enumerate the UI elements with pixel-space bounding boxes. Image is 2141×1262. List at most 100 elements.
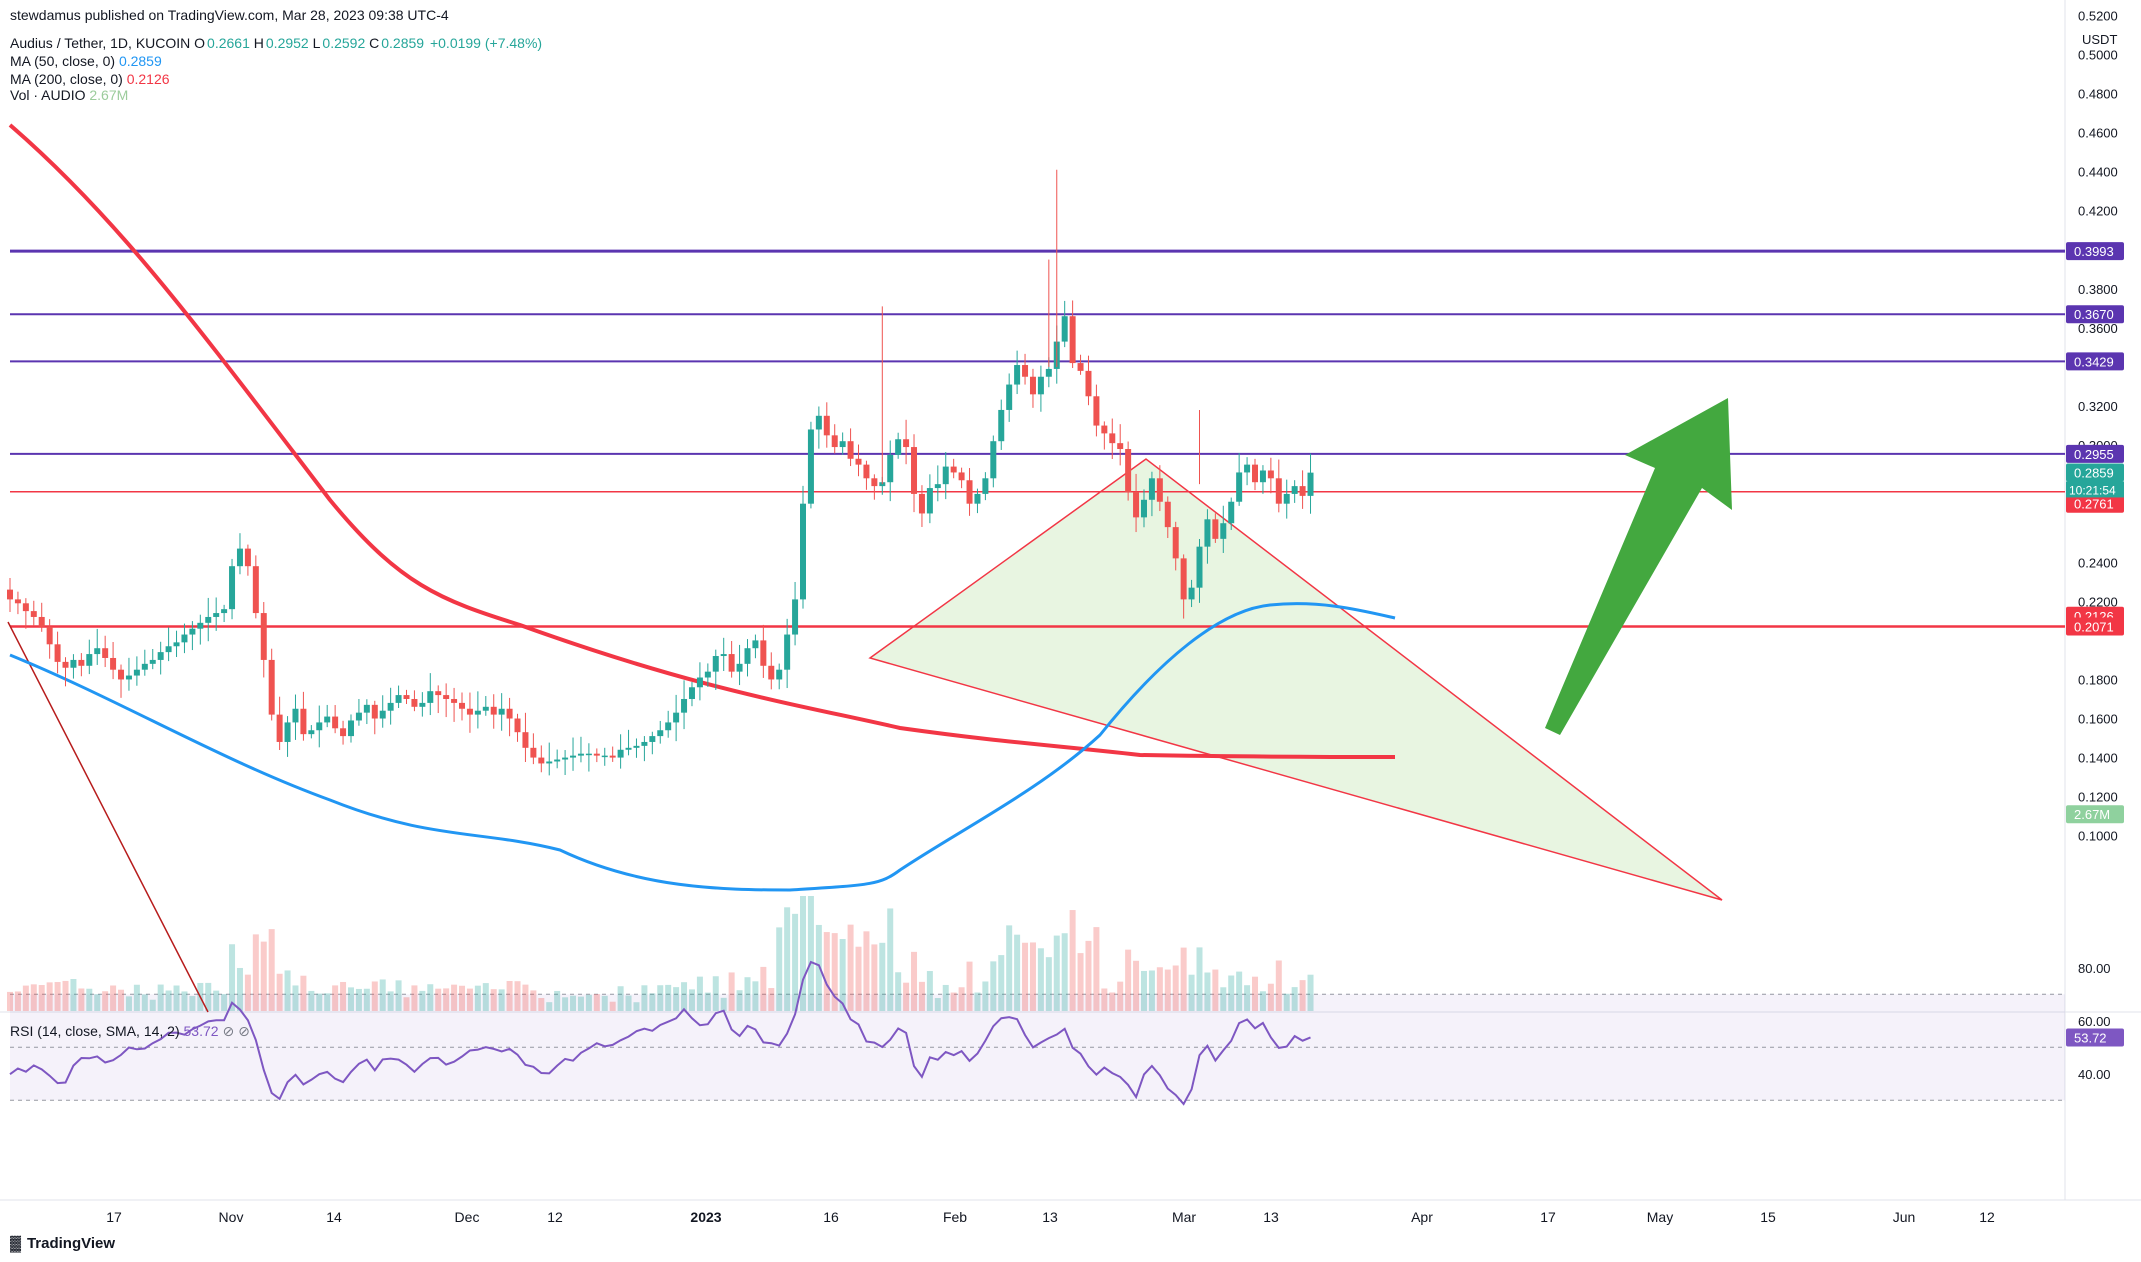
volume-bar bbox=[514, 981, 521, 1011]
ma200-legend[interactable]: MA (200, close, 0) 0.2126 bbox=[10, 71, 170, 87]
volume-bar bbox=[1172, 965, 1179, 1011]
volume-bar bbox=[229, 944, 236, 1011]
candle-body bbox=[601, 755, 608, 758]
candle-body bbox=[752, 640, 759, 649]
price-tick-label: 0.1400 bbox=[2078, 751, 2118, 766]
price-tick-label: 0.2200 bbox=[2078, 594, 2118, 609]
ma200-value: 0.2126 bbox=[126, 71, 170, 87]
volume-bar bbox=[1093, 927, 1100, 1011]
volume-bar bbox=[792, 913, 799, 1011]
ohlc-change: +0.0199 (+7.48%) bbox=[429, 35, 543, 51]
volume-bar bbox=[260, 941, 267, 1011]
volume-bar bbox=[435, 988, 442, 1011]
volume-bar bbox=[784, 907, 791, 1011]
candle-body bbox=[1069, 316, 1076, 364]
volume-bar bbox=[268, 929, 275, 1011]
volume-bar bbox=[903, 982, 910, 1011]
volume-bar bbox=[1140, 970, 1147, 1011]
publisher-line: stewdamus published on TradingView.com, … bbox=[10, 7, 449, 23]
rsi-legend[interactable]: RSI (14, close, SMA, 14, 2) 53.72 ⊘ ⊘ bbox=[10, 1023, 250, 1039]
candle-body bbox=[205, 616, 212, 623]
ohlc-close: 0.2859 bbox=[381, 35, 425, 51]
price-tick-label: 0.4600 bbox=[2078, 126, 2118, 141]
volume-bar bbox=[347, 987, 354, 1011]
candle-body bbox=[942, 466, 949, 485]
time-tick-label: 16 bbox=[823, 1209, 839, 1225]
label-level-0.2071: 0.2071 bbox=[2074, 620, 2114, 635]
rsi-tick-label: 80.00 bbox=[2078, 961, 2111, 976]
rsi-label-bg bbox=[2066, 1028, 2124, 1047]
target-arrow-shape bbox=[1545, 398, 1732, 735]
candle-body bbox=[474, 710, 481, 715]
candle-body bbox=[86, 654, 93, 666]
candle-body bbox=[625, 747, 632, 750]
candle-body bbox=[720, 654, 727, 657]
candle-body bbox=[855, 458, 862, 465]
volume-bar bbox=[1275, 960, 1282, 1011]
countdown-bg bbox=[2066, 481, 2124, 498]
volume-bar bbox=[411, 985, 418, 1011]
candle-body bbox=[712, 656, 719, 672]
label-level-0.3670: 0.3670 bbox=[2074, 307, 2114, 322]
volume-legend[interactable]: Vol · AUDIO 2.67M bbox=[10, 87, 129, 103]
time-tick-label: 12 bbox=[547, 1209, 563, 1225]
volume-bar bbox=[1204, 972, 1211, 1011]
candle-body bbox=[641, 741, 648, 746]
time-tick-label: May bbox=[1647, 1209, 1673, 1225]
candle-body bbox=[387, 702, 394, 711]
label-volume: 2.67M bbox=[2074, 807, 2110, 822]
volume-bar bbox=[363, 988, 370, 1011]
candle-body bbox=[443, 695, 450, 699]
volume-bar bbox=[768, 988, 775, 1011]
label-level-0.2071-bg bbox=[2066, 617, 2124, 636]
candle-body bbox=[1029, 376, 1036, 395]
candle-body bbox=[958, 472, 965, 481]
candle-body bbox=[54, 644, 61, 662]
candle-body bbox=[78, 659, 85, 666]
volume-bar bbox=[601, 995, 608, 1011]
price-tick-label: 0.3800 bbox=[2078, 282, 2118, 297]
descending-trendline bbox=[7, 621, 209, 1013]
volume-bar bbox=[887, 908, 894, 1011]
volume-bar bbox=[482, 983, 489, 1011]
ma50-legend[interactable]: MA (50, close, 0) 0.2859 bbox=[10, 53, 162, 69]
volume-bar bbox=[1267, 983, 1274, 1011]
candle-body bbox=[300, 708, 307, 735]
volume-bar bbox=[244, 974, 251, 1011]
label-level-0.3993-bg bbox=[2066, 242, 2124, 261]
ma200-line bbox=[8, 123, 1396, 759]
volume-bar bbox=[1125, 949, 1132, 1011]
volume-bar bbox=[696, 976, 703, 1011]
candle-body bbox=[831, 435, 838, 448]
time-tick-label: 12 bbox=[1979, 1209, 1995, 1225]
time-tick-label: 17 bbox=[1540, 1209, 1556, 1225]
volume-bar bbox=[213, 990, 220, 1011]
candle-body bbox=[244, 548, 251, 567]
price-tick-label: 0.1600 bbox=[2078, 712, 2118, 727]
label-level-0.2761-bg bbox=[2066, 494, 2124, 513]
volume-bar bbox=[355, 988, 362, 1011]
candle-body bbox=[229, 566, 236, 610]
candle-body bbox=[911, 447, 918, 494]
volume-bar bbox=[46, 982, 53, 1011]
volume-bar bbox=[982, 981, 989, 1011]
candle-body bbox=[506, 708, 513, 719]
candle-body bbox=[1220, 523, 1227, 539]
volume-bar bbox=[1252, 976, 1259, 1011]
candle-body bbox=[197, 622, 204, 629]
ohlc-open: 0.2661 bbox=[207, 35, 250, 51]
volume-bar bbox=[125, 996, 132, 1011]
volume-bar bbox=[149, 999, 156, 1011]
label-level-0.2955-bg bbox=[2066, 444, 2124, 463]
volume-bar bbox=[926, 971, 933, 1011]
candle-body bbox=[728, 654, 735, 672]
grid-lines bbox=[0, 0, 2141, 1201]
candle-body bbox=[189, 628, 196, 635]
volume-bar bbox=[712, 976, 719, 1011]
time-tick-label: Feb bbox=[943, 1209, 967, 1225]
candle-body bbox=[371, 704, 378, 719]
volume-bar bbox=[490, 989, 497, 1011]
price-tick-label: 0.4200 bbox=[2078, 204, 2118, 219]
candle-body bbox=[665, 722, 672, 731]
